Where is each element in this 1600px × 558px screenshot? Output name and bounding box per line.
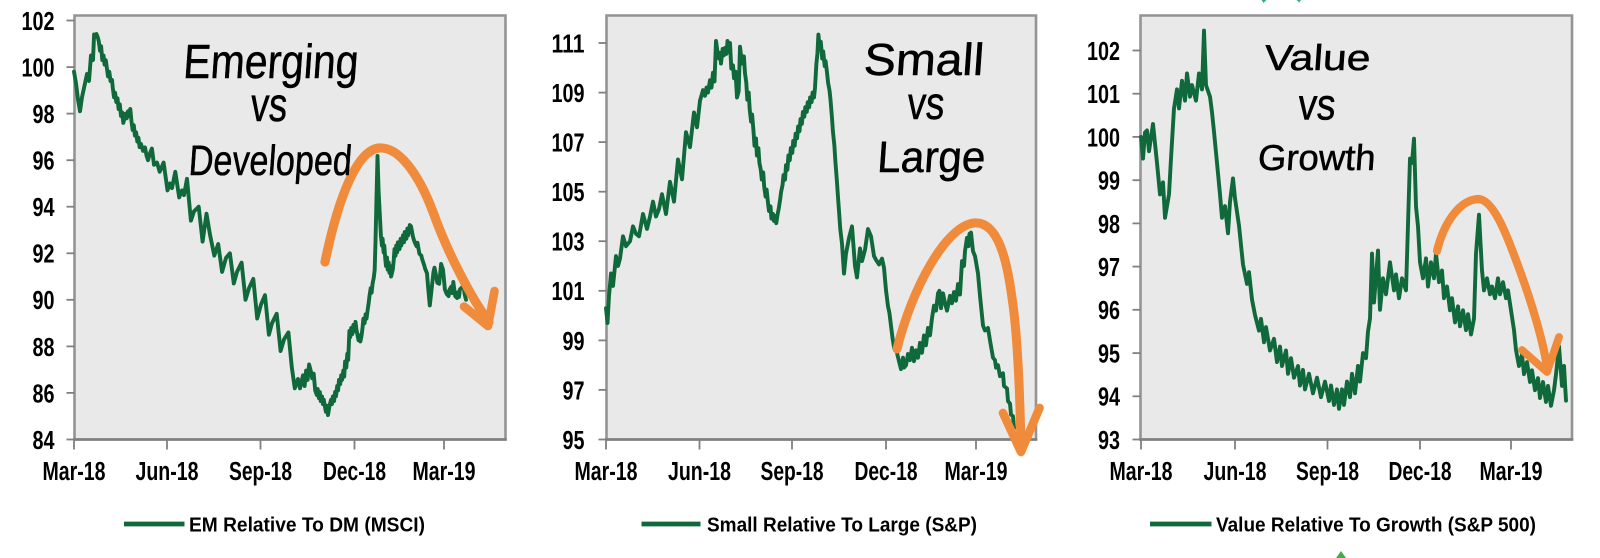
svg-text:101: 101 [552,276,585,306]
svg-text:Mar-19: Mar-19 [945,458,1008,486]
svg-text:Emerging: Emerging [182,36,361,89]
svg-text:Mar-19: Mar-19 [1480,458,1543,486]
svg-text:Sep-18: Sep-18 [229,458,292,486]
svg-text:94: 94 [1098,382,1120,412]
svg-text:97: 97 [563,375,585,405]
svg-text:96: 96 [33,146,55,176]
svg-text:vs: vs [906,77,947,129]
svg-text:103: 103 [552,227,585,257]
svg-text:Mar-18: Mar-18 [1110,458,1173,486]
svg-text:Small Relative To Large (S&P): Small Relative To Large (S&P) [707,515,977,537]
svg-text:102: 102 [1087,36,1120,66]
svg-text:109: 109 [552,78,585,108]
svg-text:Large: Large [876,133,987,182]
svg-text:92: 92 [33,239,55,269]
svg-text:Mar-18: Mar-18 [43,458,106,486]
svg-text:98: 98 [1098,209,1120,239]
svg-text:EM Relative To DM (MSCI): EM Relative To DM (MSCI) [189,515,425,537]
svg-text:Jun-18: Jun-18 [668,458,731,486]
svg-text:88: 88 [33,332,55,362]
svg-text:vs: vs [1297,81,1338,130]
svg-text:Value: Value [1263,37,1372,78]
svg-text:97: 97 [1098,252,1120,282]
svg-text:Dec-18: Dec-18 [323,458,386,486]
svg-text:93: 93 [1098,425,1120,455]
svg-text:84: 84 [33,425,55,455]
svg-text:Dec-18: Dec-18 [855,458,918,486]
svg-text:Jun-18: Jun-18 [136,458,199,486]
svg-text:95: 95 [563,425,585,455]
svg-text:99: 99 [563,326,585,356]
svg-text:100: 100 [1087,122,1120,152]
svg-text:86: 86 [33,378,55,408]
svg-text:95: 95 [1098,339,1120,369]
svg-text:Developed: Developed [187,137,353,185]
svg-text:90: 90 [33,285,55,315]
svg-text:vs: vs [249,79,289,132]
svg-text:Sep-18: Sep-18 [1296,458,1359,486]
svg-text:Mar-19: Mar-19 [413,458,476,486]
svg-text:Dec-18: Dec-18 [1389,458,1452,486]
svg-text:94: 94 [33,192,55,222]
svg-text:Growth: Growth [1257,137,1377,178]
svg-text:111: 111 [552,28,585,58]
svg-text:100: 100 [22,53,55,83]
svg-text:Small: Small [862,34,986,85]
svg-text:Jun-18: Jun-18 [1204,458,1267,486]
svg-text:99: 99 [1098,166,1120,196]
svg-text:96: 96 [1098,295,1120,325]
svg-text:107: 107 [552,128,585,158]
svg-text:98: 98 [33,99,55,129]
svg-text:105: 105 [552,177,585,207]
svg-text:Value Relative To Growth (S&P: Value Relative To Growth (S&P 500) [1216,515,1536,537]
svg-text:102: 102 [22,6,55,36]
svg-text:Mar-18: Mar-18 [575,458,638,486]
svg-text:101: 101 [1087,79,1120,109]
svg-text:Sep-18: Sep-18 [761,458,824,486]
